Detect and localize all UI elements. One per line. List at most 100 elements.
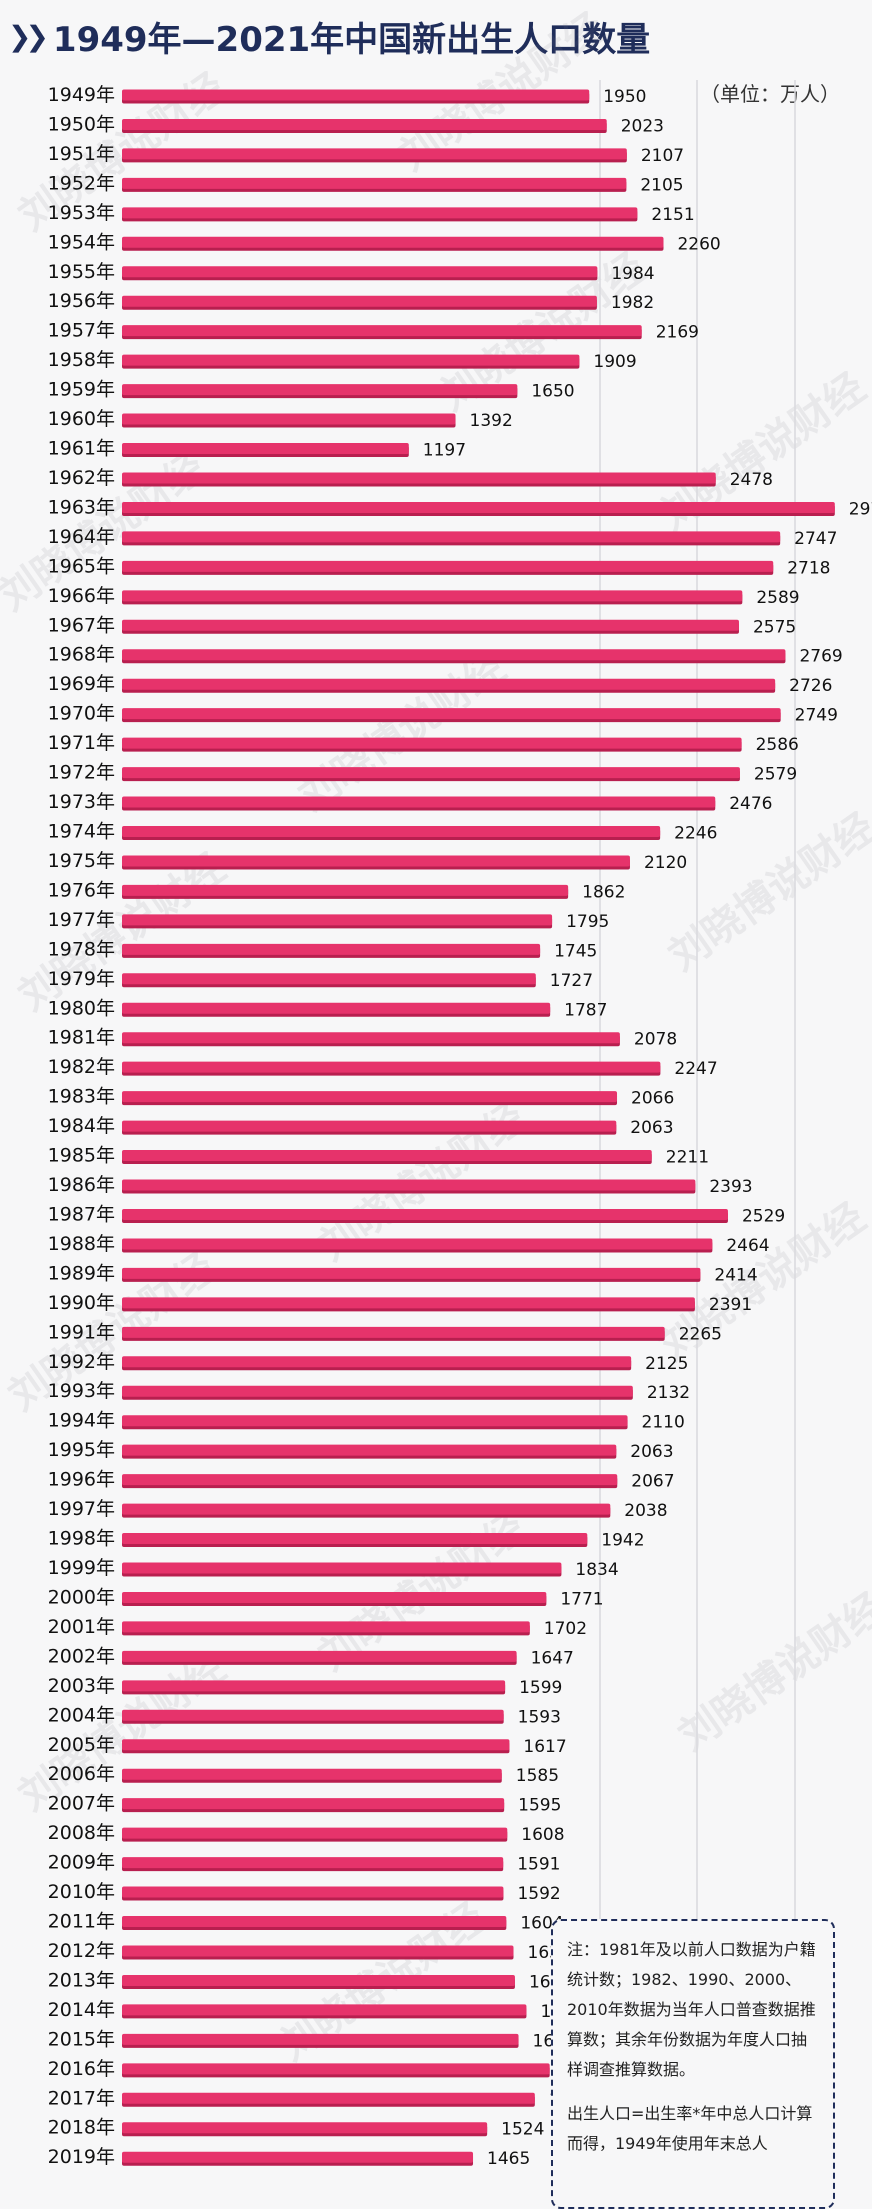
year-label: 1968年 <box>48 644 115 666</box>
bar <box>122 678 776 690</box>
bar <box>122 1297 695 1309</box>
bar <box>122 1091 618 1103</box>
bar <box>122 649 786 661</box>
year-label: 1955年 <box>48 261 115 283</box>
value-label: 1942 <box>601 1531 644 1551</box>
value-label: 2211 <box>666 1148 709 1168</box>
value-label: 1608 <box>521 1825 564 1845</box>
value-label: 2038 <box>624 1501 667 1521</box>
bar <box>122 1768 502 1780</box>
year-label: 1997年 <box>48 1498 115 1520</box>
value-label: 2125 <box>645 1354 688 1374</box>
title-row: ❯❯ 1949年—2021年中国新出生人口数量 <box>8 8 650 64</box>
bar <box>122 590 743 602</box>
unit-label: （单位：万人） <box>700 82 840 106</box>
bar <box>122 2004 527 2016</box>
year-label: 1977年 <box>48 909 115 931</box>
bar <box>122 1238 713 1250</box>
bar <box>122 325 642 337</box>
bar <box>122 1739 510 1751</box>
bar <box>122 1150 652 1162</box>
year-label: 1950年 <box>48 113 115 135</box>
value-label: 2247 <box>674 1059 717 1079</box>
year-label: 2008年 <box>48 1822 115 1844</box>
year-label: 1981年 <box>48 1027 115 1049</box>
value-label: 1787 <box>564 1000 607 1020</box>
value-label: 2391 <box>709 1295 752 1315</box>
value-label: 2246 <box>674 824 717 844</box>
bar <box>122 1179 696 1191</box>
year-label: 1972年 <box>48 762 115 784</box>
year-label: 1983年 <box>48 1086 115 1108</box>
value-label: 1197 <box>423 441 466 461</box>
year-label: 1974年 <box>48 821 115 843</box>
year-label: 1963年 <box>48 496 115 518</box>
bar <box>122 384 518 396</box>
value-label: 2023 <box>621 116 664 136</box>
bar <box>122 1503 611 1515</box>
value-label: 2747 <box>794 529 837 549</box>
bar <box>122 1945 514 1957</box>
year-label: 2014年 <box>48 1999 115 2021</box>
value-label: 2769 <box>799 647 842 667</box>
bar <box>122 1444 617 1456</box>
value-label: 2749 <box>795 706 838 726</box>
value-label: 1465 <box>487 2149 530 2169</box>
year-label: 1973年 <box>48 791 115 813</box>
year-label: 1994年 <box>48 1410 115 1432</box>
year-label: 2011年 <box>48 1911 115 1933</box>
value-label: 2575 <box>753 617 796 637</box>
year-label: 1985年 <box>48 1145 115 1167</box>
bar <box>122 708 781 720</box>
bar <box>122 1886 504 1898</box>
year-label: 1957年 <box>48 320 115 342</box>
value-label: 1595 <box>518 1796 561 1816</box>
value-label: 1650 <box>531 382 574 402</box>
bar <box>122 2063 550 2075</box>
value-label: 2067 <box>631 1472 674 1492</box>
value-label: 1909 <box>593 352 636 372</box>
bar <box>122 266 598 278</box>
value-label: 1795 <box>566 912 609 932</box>
value-label: 2066 <box>631 1089 674 1109</box>
year-label: 1970年 <box>48 703 115 725</box>
bar <box>122 1385 633 1397</box>
bar <box>122 767 740 779</box>
bar <box>122 118 607 130</box>
value-label: 2579 <box>754 765 797 785</box>
bar <box>122 2151 474 2163</box>
value-label: 2586 <box>756 735 799 755</box>
year-label: 1989年 <box>48 1262 115 1284</box>
year-label: 1993年 <box>48 1380 115 1402</box>
year-label: 1980年 <box>48 997 115 1019</box>
value-label: 1524 <box>501 2120 544 2140</box>
value-label: 2105 <box>640 175 683 195</box>
bar <box>122 1356 632 1368</box>
year-label: 1992年 <box>48 1351 115 1373</box>
year-label: 1975年 <box>48 850 115 872</box>
value-label: 1982 <box>611 293 654 313</box>
value-label: 1617 <box>523 1737 566 1757</box>
bar <box>122 531 781 543</box>
value-label: 1950 <box>603 87 646 107</box>
value-label: 1745 <box>554 941 597 961</box>
year-label: 1954年 <box>48 231 115 253</box>
value-label: 2063 <box>630 1118 673 1138</box>
value-label: 2107 <box>641 146 684 166</box>
bar <box>122 1267 701 1279</box>
year-label: 2003年 <box>48 1675 115 1697</box>
year-label: 2012年 <box>48 1940 115 1962</box>
year-label: 2009年 <box>48 1852 115 1874</box>
value-label: 2265 <box>679 1324 722 1344</box>
bar <box>122 1032 620 1044</box>
value-label: 2464 <box>726 1236 769 1256</box>
value-label: 2110 <box>642 1413 685 1433</box>
value-label: 2529 <box>742 1206 785 1226</box>
bar <box>122 884 569 896</box>
bar <box>122 354 580 366</box>
year-label: 1962年 <box>48 467 115 489</box>
value-label: 2589 <box>756 588 799 608</box>
year-label: 1984年 <box>48 1115 115 1137</box>
value-label: 2169 <box>656 323 699 343</box>
